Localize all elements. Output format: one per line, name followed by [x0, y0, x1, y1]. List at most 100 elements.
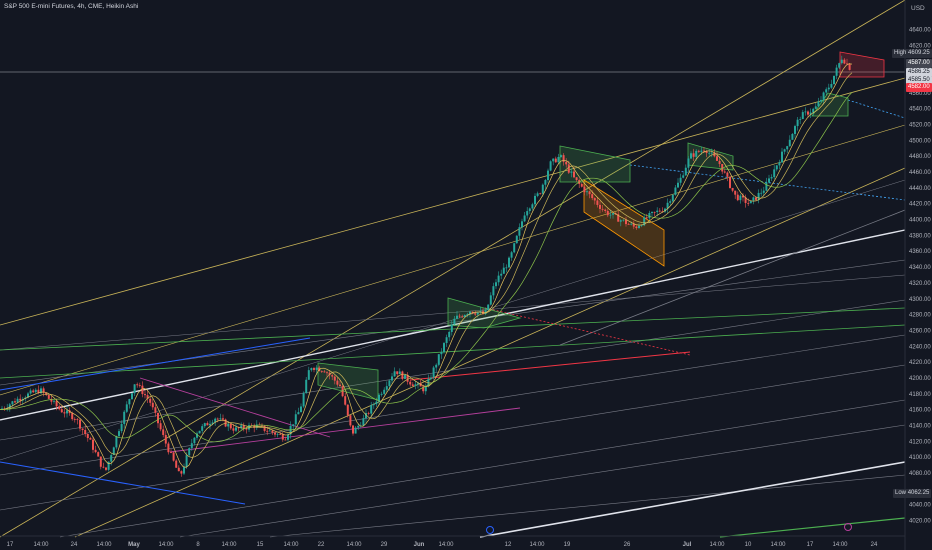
candle-body	[827, 87, 830, 90]
grey-line-8	[0, 179, 906, 461]
time-tick-label: 22	[318, 542, 325, 548]
price-tick-label: 4480.00	[909, 154, 931, 160]
candle-body	[744, 197, 747, 203]
price-tick-label: 4460.00	[909, 170, 931, 176]
candle-body	[136, 384, 139, 386]
price-tick-label: 4260.00	[909, 328, 931, 334]
candle-body	[190, 443, 193, 449]
candle-body	[617, 214, 620, 222]
candle-body	[653, 211, 656, 213]
candle-body	[393, 371, 396, 377]
candle-body	[656, 210, 659, 213]
candle-body	[591, 194, 594, 199]
candle-body	[586, 191, 588, 193]
candle-body	[222, 418, 224, 420]
candle-body	[817, 101, 820, 107]
candle-body	[544, 180, 547, 185]
candle-body	[133, 384, 136, 394]
candle-body	[528, 208, 531, 212]
candle-body	[440, 352, 443, 355]
candle-body	[664, 208, 666, 212]
candle-body	[547, 170, 549, 181]
candle-body	[177, 467, 180, 472]
candle-body	[515, 235, 518, 244]
grey-line-5	[59, 399, 906, 538]
candle-body	[211, 422, 214, 424]
candle-body	[131, 393, 133, 400]
candle-body	[622, 219, 625, 221]
candles	[1, 55, 851, 477]
price-tick-label: 4500.00	[909, 138, 931, 144]
candle-body	[760, 192, 763, 194]
blue-dotted-line-2	[847, 99, 906, 119]
candle-body	[367, 413, 370, 414]
candle-body	[29, 390, 32, 394]
candle-body	[768, 178, 770, 183]
time-tick-label: 14:00	[770, 542, 786, 548]
candle-body	[658, 210, 661, 212]
candle-body	[297, 412, 300, 415]
candle-body	[310, 368, 313, 371]
green-flag-zone-4	[317, 362, 379, 401]
candle-body	[435, 364, 438, 368]
candle-body	[463, 315, 466, 317]
candle-body	[172, 452, 175, 461]
candle-body	[495, 282, 497, 287]
price-tick-label: 4240.00	[909, 344, 931, 350]
channel-mid-line	[0, 77, 906, 326]
candle-body	[445, 337, 448, 344]
candle-body	[510, 252, 513, 258]
candle-body	[357, 425, 360, 428]
candle-body	[812, 108, 815, 113]
time-tick-label: 14:00	[832, 542, 848, 548]
candle-body	[372, 404, 375, 406]
candle-body	[682, 175, 685, 178]
price-tick-label: 4140.00	[909, 423, 931, 429]
candle-body	[752, 197, 755, 201]
candle-body	[450, 324, 453, 332]
candle-body	[352, 425, 354, 434]
candle-body	[40, 388, 42, 394]
currency-label[interactable]: USD	[911, 5, 925, 12]
grey-line-7	[269, 474, 906, 538]
candle-body	[726, 172, 729, 177]
candle-body	[690, 153, 692, 159]
price-tick-label: 4120.00	[909, 439, 931, 445]
candle-body	[500, 273, 503, 276]
candle-body	[305, 379, 308, 394]
price-tick-label: 4080.00	[909, 471, 931, 477]
candle-body	[245, 428, 248, 430]
candle-body	[112, 447, 115, 456]
candle-body	[406, 374, 409, 382]
blue-line-2	[0, 461, 246, 505]
candle-body	[50, 398, 53, 402]
price-tick-label: 4640.00	[909, 28, 931, 34]
candle-body	[809, 112, 812, 115]
candle-body	[326, 372, 328, 374]
red-dashed-line	[484, 307, 691, 356]
time-tick-label: 14:00	[96, 542, 112, 548]
candle-body	[781, 151, 783, 163]
time-tick-label: 19	[564, 542, 571, 548]
candle-body	[271, 430, 274, 433]
candle-body	[333, 376, 336, 381]
candle-body	[92, 439, 94, 450]
candle-body	[276, 433, 279, 435]
green-line-3	[719, 517, 906, 538]
candle-body	[669, 201, 672, 203]
price-axis: 4640.004620.004580.004560.004540.004520.…	[904, 0, 931, 550]
candle-body	[458, 315, 461, 317]
candle-body	[84, 429, 87, 434]
time-tick-label: 14:00	[438, 542, 454, 548]
candle-body	[765, 182, 768, 191]
event-marker-icon	[486, 526, 494, 534]
green-line-2	[0, 324, 906, 379]
candle-body	[560, 155, 562, 157]
candle-body	[318, 367, 321, 372]
candle-body	[94, 449, 97, 453]
candle-body	[206, 423, 209, 426]
candle-body	[385, 386, 388, 390]
candle-body	[414, 384, 417, 386]
candle-body	[448, 331, 451, 338]
